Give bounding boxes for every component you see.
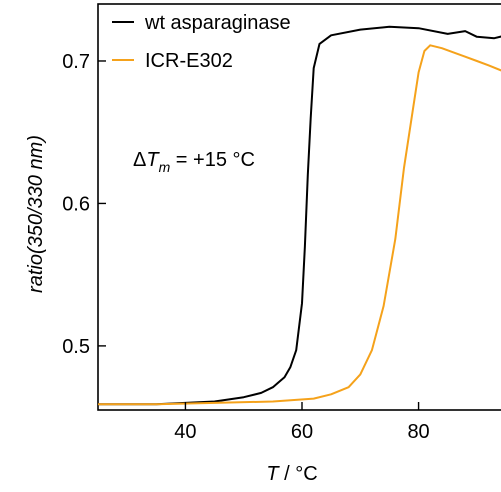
legend-label-wt-asparaginase: wt asparaginase xyxy=(144,12,291,34)
x-tick-label: 80 xyxy=(407,421,429,443)
legend: wt asparaginase ICR-E302 xyxy=(112,12,291,72)
tick-layer: 40 60 80 0.5 0.6 0.7 xyxy=(62,51,430,443)
series-line-1 xyxy=(98,44,501,406)
series-layer xyxy=(98,25,501,406)
legend-label-icr-e302: ICR-E302 xyxy=(145,50,233,72)
delta-symbol: Δ xyxy=(133,149,146,171)
delta-tm-annotation: ΔTm = +15 °C xyxy=(133,149,255,175)
y-axis-label: ratio(350/330 nm) xyxy=(25,135,47,293)
series-line-0 xyxy=(98,25,501,406)
x-axis-symbol: T xyxy=(266,463,280,485)
y-tick-label: 0.7 xyxy=(62,51,90,73)
tm-symbol: T xyxy=(146,149,160,171)
x-axis-unit: / °C xyxy=(279,463,318,485)
y-tick-label: 0.6 xyxy=(62,193,90,215)
x-tick-label: 40 xyxy=(174,421,196,443)
delta-tm-value: = +15 °C xyxy=(170,149,255,171)
tm-subscript: m xyxy=(159,159,171,175)
y-tick-label: 0.5 xyxy=(62,336,90,358)
x-axis-label: T / °C xyxy=(266,463,317,485)
x-tick-label: 60 xyxy=(291,421,313,443)
